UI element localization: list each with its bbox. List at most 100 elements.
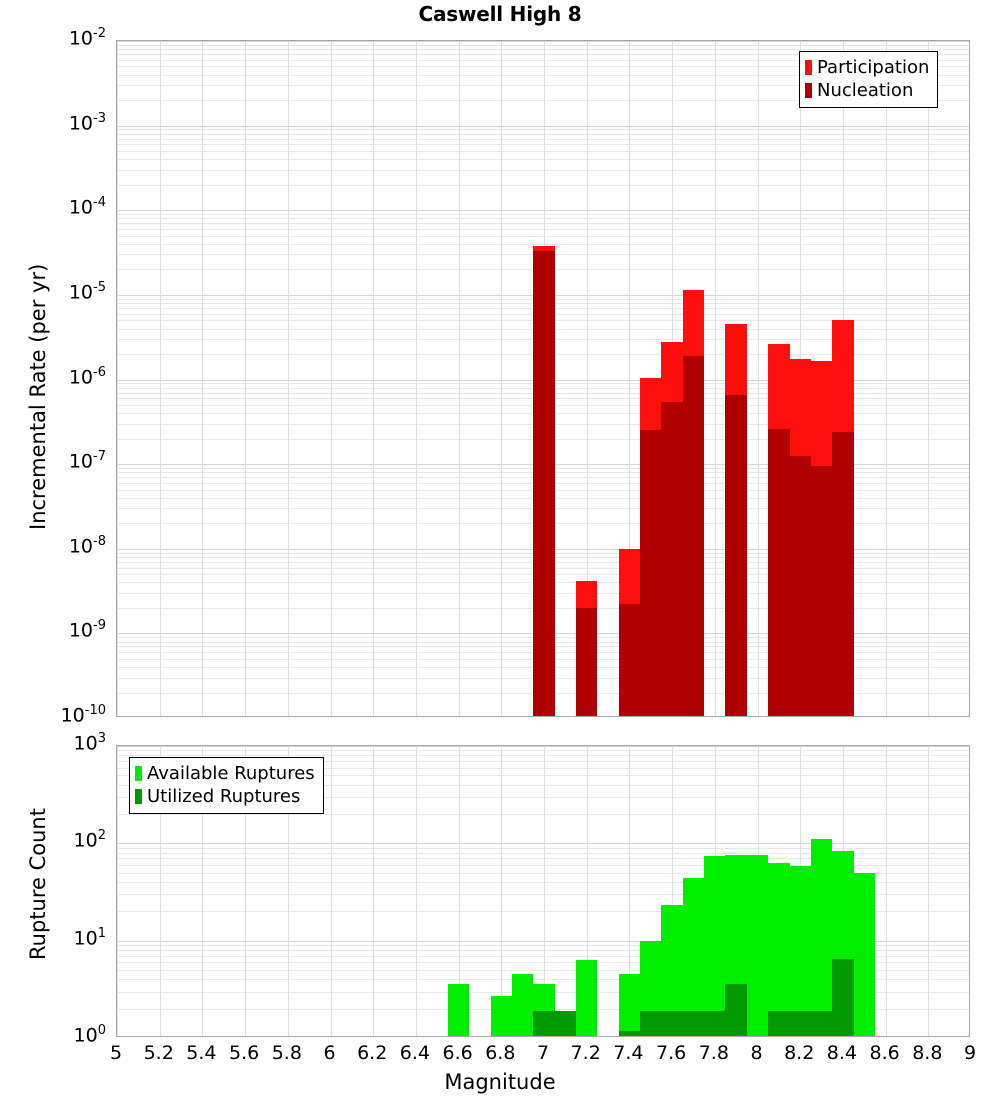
- gridline-minor: [117, 151, 969, 153]
- gridline-major: [117, 843, 969, 845]
- y-axis-tick-label: 100: [73, 1023, 106, 1047]
- gridline-minor: [117, 49, 969, 51]
- gridline-minor: [117, 761, 969, 763]
- rate-bar: [725, 41, 747, 716]
- rupture-bar: [640, 746, 662, 1036]
- gridline-vertical: [117, 41, 118, 716]
- legend-item-utilized-ruptures[interactable]: Utilized Ruptures: [135, 785, 315, 808]
- gridline-vertical: [373, 41, 375, 716]
- page-title: Caswell High 8: [418, 2, 582, 26]
- legend-label-available-ruptures: Available Ruptures: [147, 762, 315, 784]
- legend-item-participation[interactable]: Participation: [805, 56, 929, 79]
- gridline-vertical: [458, 41, 460, 716]
- rate-bar: [640, 41, 662, 716]
- utilized-ruptures-segment: [682, 1010, 705, 1036]
- gridline-minor: [117, 59, 969, 61]
- gridline-vertical: [544, 746, 545, 1036]
- gridline-minor: [117, 945, 969, 947]
- available-ruptures-segment: [618, 974, 641, 1036]
- rupture-bar: [832, 746, 854, 1036]
- incremental-rate-plot: [116, 40, 970, 717]
- rupture-bar: [810, 746, 833, 1036]
- x-axis-tick-label: 5: [109, 1042, 123, 1064]
- gridline-minor: [117, 894, 969, 896]
- x-axis-tick-label: 5.8: [271, 1042, 302, 1064]
- gridline-minor: [117, 66, 969, 68]
- y-axis-tick-label: 10-9: [68, 618, 106, 642]
- x-axis-tick-label: 8.2: [784, 1042, 815, 1064]
- rupture-bar: [618, 746, 641, 1036]
- rate-bar: [618, 41, 641, 716]
- x-axis-tick-label: 8.8: [912, 1042, 943, 1064]
- rate-bar: [682, 41, 705, 716]
- gridline-minor: [117, 54, 969, 56]
- gridline-vertical: [245, 746, 247, 1036]
- y-axis-tick-label: 102: [73, 828, 106, 852]
- gridline-minor: [117, 950, 969, 952]
- available-ruptures-segment: [853, 873, 875, 1036]
- top-y-axis-label: Incremental Rate (per yr): [26, 263, 50, 530]
- x-axis-tick-label: 8.6: [869, 1042, 900, 1064]
- rate-bar: [810, 41, 833, 716]
- nucleation-segment: [682, 355, 705, 716]
- gridline-minor: [117, 184, 969, 186]
- nucleation-segment: [661, 402, 683, 716]
- y-axis-tick-label: 10-10: [60, 703, 106, 727]
- y-axis-tick-label: 10-3: [68, 110, 106, 134]
- gridline-minor: [117, 235, 969, 237]
- gridline-major: [117, 41, 969, 42]
- gridline-vertical: [672, 746, 674, 1036]
- y-axis-tick-label: 10-8: [68, 533, 106, 558]
- utilized-ruptures-segment: [554, 1010, 577, 1036]
- y-axis-tick-label: 101: [73, 925, 106, 949]
- gridline-minor: [117, 979, 969, 981]
- available-ruptures-segment: [704, 856, 726, 1036]
- rupture-bar: [789, 746, 811, 1036]
- y-axis-tick-label: 10-7: [68, 449, 106, 473]
- x-axis-tick-label: 8: [750, 1042, 763, 1064]
- nucleation-segment: [768, 429, 790, 716]
- nucleation-segment: [832, 431, 854, 716]
- gridline-minor: [117, 969, 969, 971]
- legend-item-available-ruptures[interactable]: Available Ruptures: [135, 762, 315, 785]
- x-axis-tick-label: 7: [536, 1042, 550, 1064]
- x-axis-tick-label: 5.4: [186, 1042, 217, 1064]
- nucleation-segment: [618, 604, 641, 716]
- utilized-ruptures-segment: [789, 1010, 811, 1036]
- gridline-vertical: [287, 41, 289, 716]
- gridline-vertical: [928, 746, 930, 1036]
- gridline-vertical: [885, 746, 887, 1036]
- utilized-ruptures-segment: [640, 1010, 662, 1036]
- legend-label-nucleation: Nucleation: [817, 79, 914, 101]
- nucleation-segment: [640, 430, 662, 716]
- rupture-bar: [725, 746, 747, 1036]
- x-axis-tick-label: 6.2: [357, 1042, 388, 1064]
- utilized-ruptures-segment: [661, 1010, 683, 1036]
- gridline-vertical: [202, 41, 204, 716]
- available-ruptures-segment: [447, 983, 470, 1036]
- gridline-minor: [117, 159, 969, 161]
- gridline-minor: [117, 814, 969, 816]
- x-axis-tick-label: 7.6: [655, 1042, 687, 1064]
- rupture-bar: [704, 746, 726, 1036]
- gridline-minor: [117, 138, 969, 140]
- gridline-minor: [117, 223, 969, 225]
- nucleation-segment: [725, 395, 747, 716]
- bottom-bars: [117, 746, 969, 1036]
- gridline-major: [117, 210, 969, 212]
- gridline-minor: [117, 100, 969, 102]
- x-axis-tick-label: 7.4: [613, 1042, 644, 1064]
- rupture-bar: [447, 746, 470, 1036]
- rate-bar: [768, 41, 790, 716]
- available-ruptures-segment: [789, 865, 811, 1036]
- rupture-bar: [853, 746, 875, 1036]
- utilized-ruptures-swatch-icon: [135, 789, 142, 804]
- gridline-vertical: [202, 746, 204, 1036]
- gridline-minor: [117, 852, 969, 854]
- legend-item-nucleation[interactable]: Nucleation: [805, 79, 929, 102]
- gridline-vertical: [117, 746, 118, 1036]
- rate-bar: [533, 41, 555, 716]
- utilized-ruptures-segment: [533, 1010, 555, 1036]
- participation-swatch-icon: [805, 60, 812, 75]
- gridline-minor: [117, 44, 969, 46]
